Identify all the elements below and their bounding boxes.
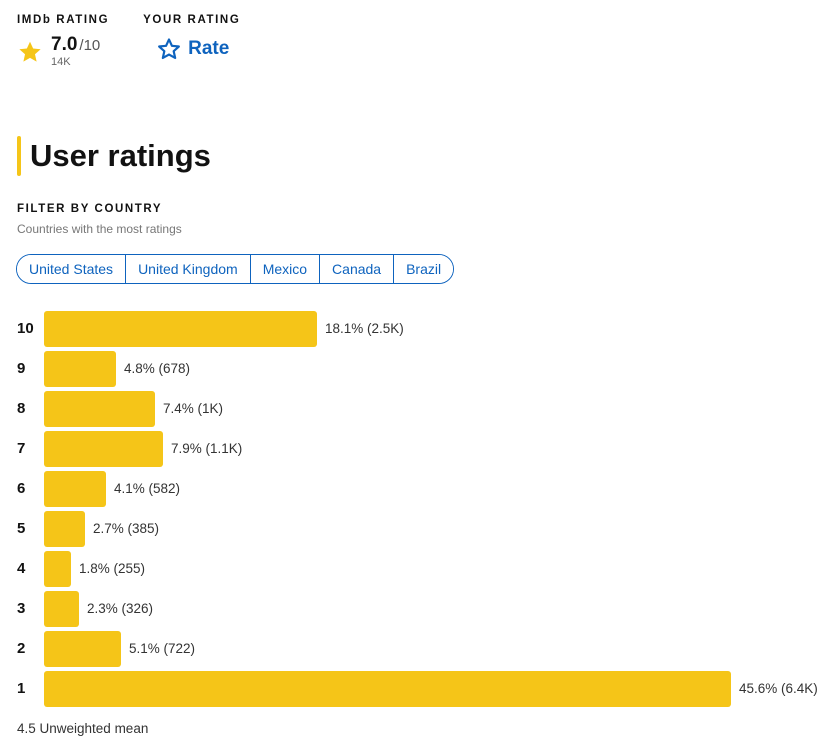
rate-label: Rate xyxy=(188,38,230,59)
score-value: 7.0 xyxy=(51,34,78,55)
rate-button[interactable]: Rate xyxy=(156,36,240,62)
rating-label-8: 8 xyxy=(17,400,26,417)
your-rating-label: YOUR RATING xyxy=(143,14,241,26)
imdb-rating-value-row[interactable]: 7.0 /10 14K xyxy=(17,34,109,68)
star-outline-icon xyxy=(158,38,181,60)
rating-bar-1 xyxy=(44,671,731,707)
rating-label-4: 4 xyxy=(17,560,26,577)
title-accent-bar xyxy=(17,136,21,176)
country-button-canada[interactable]: Canada xyxy=(320,255,395,283)
rating-bar-4 xyxy=(44,551,71,587)
rating-label-6: 6 xyxy=(17,480,26,497)
rating-value-7: 7.9% (1.1K) xyxy=(171,441,243,456)
rating-bar-7 xyxy=(44,431,163,467)
rating-value-5: 2.7% (385) xyxy=(93,521,160,536)
imdb-rating-block: IMDb RATING 7.0 /10 14K xyxy=(17,14,109,68)
rating-bar-8 xyxy=(44,391,155,427)
rating-bar-10 xyxy=(44,311,317,347)
rating-label-3: 3 xyxy=(17,600,26,617)
score-wrap: 7.0 /10 14K xyxy=(51,34,100,68)
rating-value-3: 2.3% (326) xyxy=(87,601,154,616)
country-button-united-states[interactable]: United States xyxy=(17,255,127,283)
imdb-rating-label: IMDb RATING xyxy=(17,14,110,26)
filter-subtitle: Countries with the most ratings xyxy=(17,222,182,236)
country-button-mexico[interactable]: Mexico xyxy=(250,255,321,283)
rating-label-7: 7 xyxy=(17,440,26,457)
rating-bar-5 xyxy=(44,511,85,547)
rating-label-1: 1 xyxy=(17,680,26,697)
section-title: User ratings xyxy=(17,136,211,176)
rating-label-9: 9 xyxy=(17,360,26,377)
rating-value-4: 1.8% (255) xyxy=(79,561,146,576)
rating-bar-9 xyxy=(44,351,116,387)
rating-bar-3 xyxy=(44,591,79,627)
country-button-brazil[interactable]: Brazil xyxy=(394,255,454,283)
rating-value-1: 45.6% (6.4K) xyxy=(739,681,818,696)
unweighted-mean: 4.5 Unweighted mean xyxy=(17,721,149,736)
ratings-header: IMDb RATING 7.0 /10 14K YOUR RATING Rate xyxy=(17,14,240,68)
rating-value-2: 5.1% (722) xyxy=(129,641,196,656)
your-rating-block: YOUR RATING Rate xyxy=(143,14,240,68)
country-button-united-kingdom[interactable]: United Kingdom xyxy=(126,255,251,283)
rating-label-5: 5 xyxy=(17,520,26,537)
rating-value-9: 4.8% (678) xyxy=(124,361,191,376)
rating-bar-6 xyxy=(44,471,106,507)
score-line: 7.0 /10 xyxy=(51,34,100,56)
country-filter-group: United States United Kingdom Mexico Cana… xyxy=(16,254,455,284)
rating-value-10: 18.1% (2.5K) xyxy=(325,321,404,336)
rating-label-10: 10 xyxy=(17,320,34,337)
star-icon xyxy=(19,41,41,62)
vote-count: 14K xyxy=(51,56,71,68)
filter-label: FILTER BY COUNTRY xyxy=(17,203,163,215)
rating-value-6: 4.1% (582) xyxy=(114,481,181,496)
score-max: /10 xyxy=(79,37,101,54)
rating-bar-2 xyxy=(44,631,121,667)
rating-label-2: 2 xyxy=(17,640,26,657)
page-title: User ratings xyxy=(30,138,211,173)
rating-value-8: 7.4% (1K) xyxy=(163,401,224,416)
